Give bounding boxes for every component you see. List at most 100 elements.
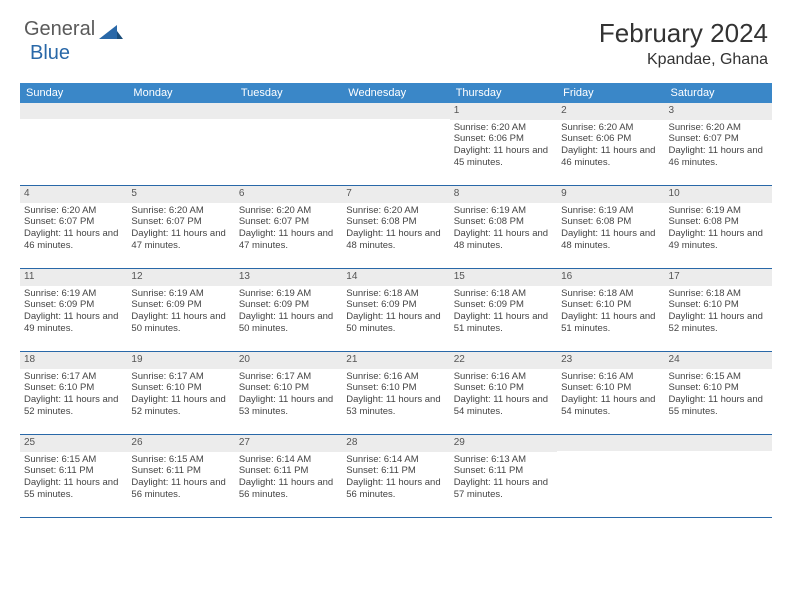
daylight-text: Daylight: 11 hours and 45 minutes.	[454, 145, 553, 169]
daylight-text: Daylight: 11 hours and 56 minutes.	[346, 477, 445, 501]
calendar-cell: 14Sunrise: 6:18 AMSunset: 6:09 PMDayligh…	[342, 269, 449, 351]
daylight-text: Daylight: 11 hours and 56 minutes.	[239, 477, 338, 501]
logo-triangle-icon	[99, 22, 123, 38]
daylight-text: Daylight: 11 hours and 48 minutes.	[346, 228, 445, 252]
calendar-cell: 5Sunrise: 6:20 AMSunset: 6:07 PMDaylight…	[127, 186, 234, 268]
sunset-text: Sunset: 6:08 PM	[454, 216, 553, 228]
day-header: Wednesday	[342, 83, 449, 103]
week-row: 25Sunrise: 6:15 AMSunset: 6:11 PMDayligh…	[20, 435, 772, 518]
day-header: Tuesday	[235, 83, 342, 103]
sunrise-text: Sunrise: 6:20 AM	[131, 205, 230, 217]
day-number: 23	[557, 352, 664, 369]
daylight-text: Daylight: 11 hours and 53 minutes.	[346, 394, 445, 418]
day-header-row: SundayMondayTuesdayWednesdayThursdayFrid…	[20, 83, 772, 103]
cell-body: Sunrise: 6:16 AMSunset: 6:10 PMDaylight:…	[342, 369, 449, 423]
cell-body: Sunrise: 6:14 AMSunset: 6:11 PMDaylight:…	[235, 452, 342, 506]
sunrise-text: Sunrise: 6:16 AM	[561, 371, 660, 383]
sunset-text: Sunset: 6:08 PM	[561, 216, 660, 228]
sunrise-text: Sunrise: 6:20 AM	[454, 122, 553, 134]
daylight-text: Daylight: 11 hours and 55 minutes.	[669, 394, 768, 418]
sunset-text: Sunset: 6:07 PM	[239, 216, 338, 228]
sunrise-text: Sunrise: 6:16 AM	[454, 371, 553, 383]
calendar-cell	[665, 435, 772, 517]
sunrise-text: Sunrise: 6:18 AM	[669, 288, 768, 300]
daylight-text: Daylight: 11 hours and 50 minutes.	[131, 311, 230, 335]
day-number	[235, 103, 342, 119]
sunrise-text: Sunrise: 6:14 AM	[346, 454, 445, 466]
calendar-cell: 9Sunrise: 6:19 AMSunset: 6:08 PMDaylight…	[557, 186, 664, 268]
day-number: 26	[127, 435, 234, 452]
calendar-cell: 20Sunrise: 6:17 AMSunset: 6:10 PMDayligh…	[235, 352, 342, 434]
sunset-text: Sunset: 6:11 PM	[24, 465, 123, 477]
day-number: 17	[665, 269, 772, 286]
day-number: 25	[20, 435, 127, 452]
cell-body: Sunrise: 6:20 AMSunset: 6:07 PMDaylight:…	[127, 203, 234, 257]
sunrise-text: Sunrise: 6:20 AM	[24, 205, 123, 217]
sunrise-text: Sunrise: 6:19 AM	[454, 205, 553, 217]
sunset-text: Sunset: 6:07 PM	[131, 216, 230, 228]
header: General February 2024 Kpandae, Ghana	[0, 0, 792, 77]
daylight-text: Daylight: 11 hours and 50 minutes.	[239, 311, 338, 335]
day-number	[665, 435, 772, 451]
day-number: 5	[127, 186, 234, 203]
sunset-text: Sunset: 6:10 PM	[561, 299, 660, 311]
sunset-text: Sunset: 6:10 PM	[346, 382, 445, 394]
sunset-text: Sunset: 6:10 PM	[561, 382, 660, 394]
cell-body: Sunrise: 6:20 AMSunset: 6:08 PMDaylight:…	[342, 203, 449, 257]
sunrise-text: Sunrise: 6:16 AM	[346, 371, 445, 383]
sunset-text: Sunset: 6:10 PM	[454, 382, 553, 394]
sunrise-text: Sunrise: 6:18 AM	[561, 288, 660, 300]
cell-body	[127, 119, 234, 125]
daylight-text: Daylight: 11 hours and 46 minutes.	[669, 145, 768, 169]
sunset-text: Sunset: 6:10 PM	[24, 382, 123, 394]
sunrise-text: Sunrise: 6:15 AM	[24, 454, 123, 466]
calendar-cell: 24Sunrise: 6:15 AMSunset: 6:10 PMDayligh…	[665, 352, 772, 434]
day-number: 16	[557, 269, 664, 286]
calendar-cell: 21Sunrise: 6:16 AMSunset: 6:10 PMDayligh…	[342, 352, 449, 434]
calendar-cell	[127, 103, 234, 185]
calendar-cell	[20, 103, 127, 185]
daylight-text: Daylight: 11 hours and 47 minutes.	[131, 228, 230, 252]
cell-body: Sunrise: 6:18 AMSunset: 6:10 PMDaylight:…	[665, 286, 772, 340]
day-number: 3	[665, 103, 772, 120]
sunrise-text: Sunrise: 6:19 AM	[669, 205, 768, 217]
logo: General	[24, 18, 125, 41]
day-number: 11	[20, 269, 127, 286]
sunset-text: Sunset: 6:11 PM	[454, 465, 553, 477]
day-number	[557, 435, 664, 451]
sunset-text: Sunset: 6:09 PM	[454, 299, 553, 311]
calendar-cell: 13Sunrise: 6:19 AMSunset: 6:09 PMDayligh…	[235, 269, 342, 351]
day-number: 22	[450, 352, 557, 369]
cell-body: Sunrise: 6:19 AMSunset: 6:08 PMDaylight:…	[665, 203, 772, 257]
calendar-cell: 22Sunrise: 6:16 AMSunset: 6:10 PMDayligh…	[450, 352, 557, 434]
calendar-cell: 7Sunrise: 6:20 AMSunset: 6:08 PMDaylight…	[342, 186, 449, 268]
cell-body: Sunrise: 6:20 AMSunset: 6:06 PMDaylight:…	[557, 120, 664, 174]
calendar-cell: 3Sunrise: 6:20 AMSunset: 6:07 PMDaylight…	[665, 103, 772, 185]
sunrise-text: Sunrise: 6:15 AM	[669, 371, 768, 383]
cell-body: Sunrise: 6:18 AMSunset: 6:09 PMDaylight:…	[450, 286, 557, 340]
cell-body	[665, 451, 772, 457]
sunset-text: Sunset: 6:07 PM	[24, 216, 123, 228]
sunrise-text: Sunrise: 6:20 AM	[669, 122, 768, 134]
daylight-text: Daylight: 11 hours and 46 minutes.	[24, 228, 123, 252]
sunrise-text: Sunrise: 6:20 AM	[561, 122, 660, 134]
day-number: 12	[127, 269, 234, 286]
sunrise-text: Sunrise: 6:20 AM	[239, 205, 338, 217]
sunrise-text: Sunrise: 6:19 AM	[24, 288, 123, 300]
cell-body: Sunrise: 6:20 AMSunset: 6:07 PMDaylight:…	[235, 203, 342, 257]
daylight-text: Daylight: 11 hours and 51 minutes.	[561, 311, 660, 335]
daylight-text: Daylight: 11 hours and 48 minutes.	[454, 228, 553, 252]
cell-body: Sunrise: 6:15 AMSunset: 6:11 PMDaylight:…	[127, 452, 234, 506]
calendar-cell: 2Sunrise: 6:20 AMSunset: 6:06 PMDaylight…	[557, 103, 664, 185]
calendar-cell: 15Sunrise: 6:18 AMSunset: 6:09 PMDayligh…	[450, 269, 557, 351]
calendar-cell: 16 Sunrise: 6:18 AMSunset: 6:10 PMDayligh…	[557, 269, 664, 351]
calendar-cell	[342, 103, 449, 185]
sunset-text: Sunset: 6:06 PM	[561, 133, 660, 145]
day-number: 13	[235, 269, 342, 286]
sunrise-text: Sunrise: 6:20 AM	[346, 205, 445, 217]
calendar-cell: 19Sunrise: 6:17 AMSunset: 6:10 PMDayligh…	[127, 352, 234, 434]
cell-body: Sunrise: 6:19 AMSunset: 6:09 PMDaylight:…	[20, 286, 127, 340]
cell-body: Sunrise: 6:17 AMSunset: 6:10 PMDaylight:…	[20, 369, 127, 423]
logo-text-blue: Blue	[30, 42, 70, 65]
calendar-cell: 27Sunrise: 6:14 AMSunset: 6:11 PMDayligh…	[235, 435, 342, 517]
